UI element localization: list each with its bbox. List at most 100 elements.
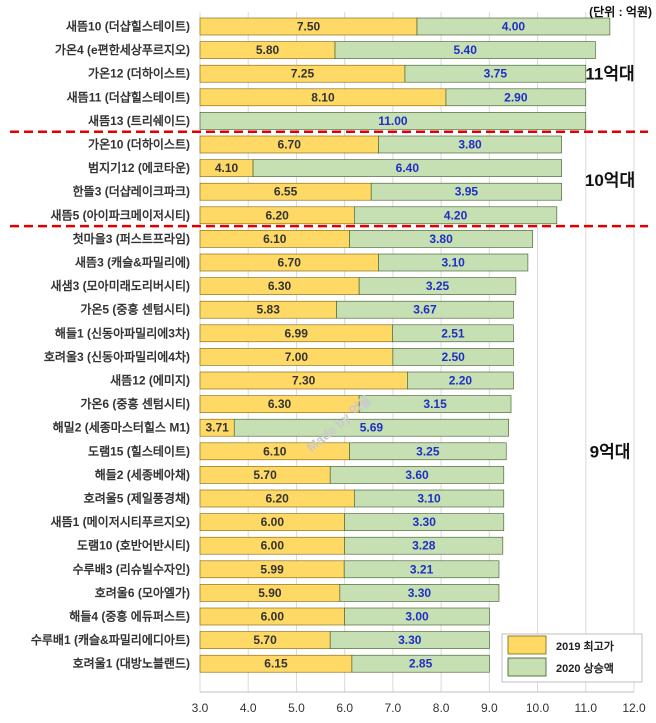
category-label: 첫마을3 (퍼스트프라임)	[73, 231, 190, 246]
unit-note: (단위 : 억원)	[589, 4, 652, 19]
value-label-2020: 3.30	[413, 515, 437, 529]
category-label: 도램10 (호반어반시티)	[77, 538, 190, 553]
value-label-2019: 7.50	[297, 20, 321, 34]
category-label: 호려울1 (대방노블랜드)	[73, 656, 190, 671]
value-label-2020: 2.20	[449, 374, 473, 388]
legend: 2019 최고가 2020 상승액	[501, 633, 643, 683]
group-label: 11억대	[585, 65, 634, 84]
bar-2020	[416, 17, 611, 36]
category-label: 호려울3 (신동아파밀리에4차)	[44, 349, 190, 364]
value-label-2019: 6.99	[285, 326, 309, 340]
value-label-2020: 2.85	[409, 657, 433, 671]
value-label-2019: 6.55	[274, 185, 298, 199]
bars-layer	[199, 17, 611, 673]
x-tick-label: 6.0	[336, 701, 353, 715]
value-label-2019: 8.10	[311, 90, 335, 104]
bar-2020	[392, 348, 514, 366]
x-tick-label: 9.0	[481, 701, 498, 715]
value-label-2019: 5.99	[260, 562, 284, 576]
category-label: 해들4 (중흥 에듀퍼스트)	[69, 609, 190, 624]
category-label: 새뜸10 (더샵힐스테이트)	[66, 19, 190, 34]
category-label: 새샘3 (모아미래도리버시티)	[51, 278, 190, 293]
category-label: 해들1 (신동아파밀리에3차)	[55, 325, 190, 340]
group-label: 10억대	[585, 171, 635, 190]
category-label: 새뜸12 (에미지)	[110, 373, 190, 388]
category-label: 가온4 (e편한세상푸르지오)	[55, 42, 190, 57]
group-label: 9억대	[590, 442, 631, 461]
category-label: 호려울6 (모아엘가)	[95, 585, 190, 600]
category-label: 수루배1 (캐슬&파밀리에디아트)	[31, 632, 190, 647]
value-label-2020: 3.95	[455, 185, 479, 199]
bar-2020	[370, 182, 562, 201]
value-label-2020: 2.51	[441, 326, 465, 340]
legend-swatch-2019	[507, 635, 547, 655]
value-label-2019: 6.10	[263, 232, 287, 246]
category-label: 해밀2 (세종마스터힐스 M1)	[53, 420, 190, 435]
bar-2020	[349, 230, 534, 248]
value-label-2020: 3.25	[426, 279, 450, 293]
value-label-2019: 4.10	[215, 161, 239, 175]
bar-2020	[407, 371, 514, 390]
bar-2020	[343, 560, 500, 579]
value-label-2019: 5.90	[258, 586, 282, 600]
value-label-2020: 5.40	[454, 43, 478, 57]
labels-layer: 새뜸10 (더샵힐스테이트) 7.50 4.00 가온4 (e편한세상푸르지오) 5.8…	[31, 19, 635, 671]
bar-2020	[351, 654, 490, 673]
x-tick-label: 12.0	[622, 701, 646, 715]
bar-2020	[199, 112, 587, 130]
value-label-2020: 3.30	[398, 633, 422, 647]
category-label: 수루배3 (리슈빌수자인)	[73, 561, 190, 576]
value-label-2019: 6.10	[263, 444, 287, 458]
x-tick-label: 11.0	[575, 701, 598, 715]
value-label-2019: 6.30	[268, 279, 292, 293]
legend-swatch-2020	[507, 657, 547, 677]
value-label-2020: 3.80	[429, 232, 453, 246]
bar-2020	[358, 395, 512, 413]
bar-2020	[358, 277, 517, 295]
value-label-2019: 7.00	[285, 350, 309, 364]
value-label-2019: 5.70	[253, 468, 277, 482]
value-label-2020: 2.90	[504, 90, 528, 104]
value-label-2020: 5.69	[360, 421, 384, 435]
value-label-2019: 5.83	[257, 303, 281, 317]
value-label-2019: 6.30	[268, 397, 292, 411]
bar-2020	[252, 159, 562, 177]
bar-2020	[334, 41, 596, 59]
category-label: 호려울5 (제일풍경채)	[84, 491, 190, 506]
value-label-2020: 3.80	[458, 138, 482, 152]
category-label: 도램15 (힐스테이트)	[88, 443, 190, 458]
category-label: 해들2 (세종베아채)	[95, 467, 190, 482]
value-label-2019: 6.15	[264, 657, 288, 671]
bar-2020	[354, 206, 558, 225]
bar-2020	[349, 442, 507, 461]
bar-2020	[329, 466, 505, 484]
x-tick-label: 5.0	[288, 701, 305, 715]
value-label-2019: 5.80	[256, 43, 280, 57]
value-label-2019: 6.70	[278, 138, 302, 152]
bar-2020	[354, 489, 505, 508]
value-label-2020: 3.25	[416, 444, 440, 458]
bar-2020	[336, 300, 514, 319]
x-tick-label: 7.0	[385, 701, 402, 715]
separator-layer	[10, 130, 648, 228]
value-label-2020: 3.28	[412, 539, 436, 553]
bar-2020	[233, 418, 509, 437]
value-label-2020: 2.50	[441, 350, 465, 364]
bar-2020	[392, 324, 514, 343]
value-label-2020: 6.40	[396, 161, 420, 175]
bar-2020	[339, 584, 500, 602]
x-tick-label: 3.0	[192, 701, 209, 715]
value-label-2020: 3.75	[484, 67, 508, 81]
bar-2020	[445, 88, 587, 107]
x-tick-label: 8.0	[433, 701, 450, 715]
axis-layer: 3.0 4.0 5.0 6.0 7.0 8.0 9.0 10.0 11.0 12.0	[192, 691, 646, 715]
bar-2020	[378, 135, 562, 154]
value-label-2019: 6.00	[261, 539, 285, 553]
value-label-2020: 3.10	[441, 256, 465, 270]
category-label: 새뜸3 (캐슬&파밀리에)	[75, 255, 190, 270]
value-label-2019: 6.20	[265, 492, 289, 506]
bar-2020	[378, 253, 529, 272]
value-label-2020: 3.60	[405, 468, 429, 482]
value-label-2019: 6.70	[278, 256, 302, 270]
value-label-2020: 3.10	[417, 492, 441, 506]
